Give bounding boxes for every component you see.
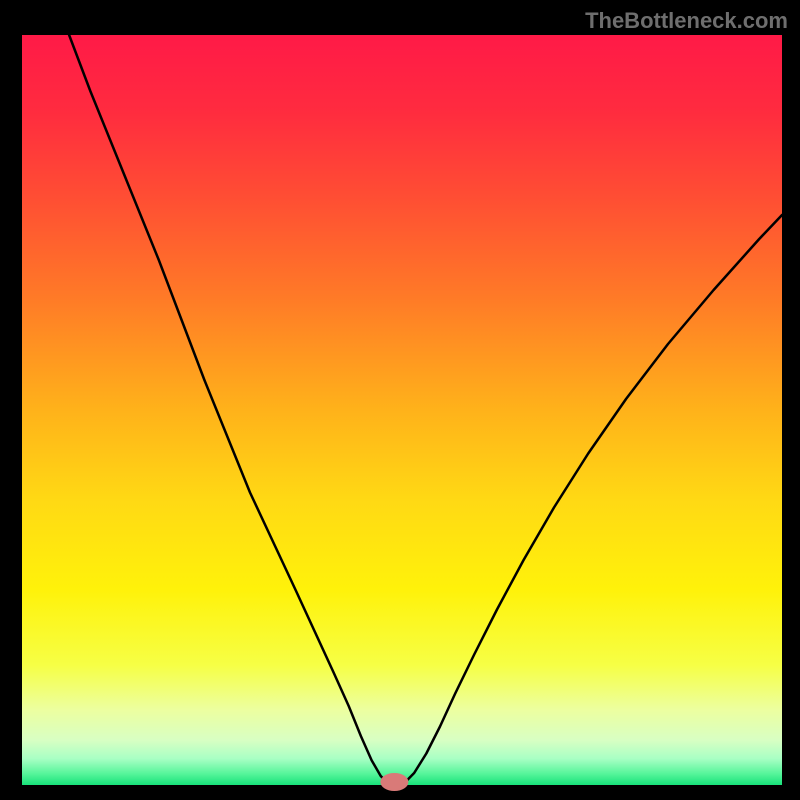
plot-background <box>22 35 782 785</box>
watermark-text: TheBottleneck.com <box>585 8 788 34</box>
optimal-marker <box>380 773 408 791</box>
bottleneck-chart <box>0 0 800 800</box>
